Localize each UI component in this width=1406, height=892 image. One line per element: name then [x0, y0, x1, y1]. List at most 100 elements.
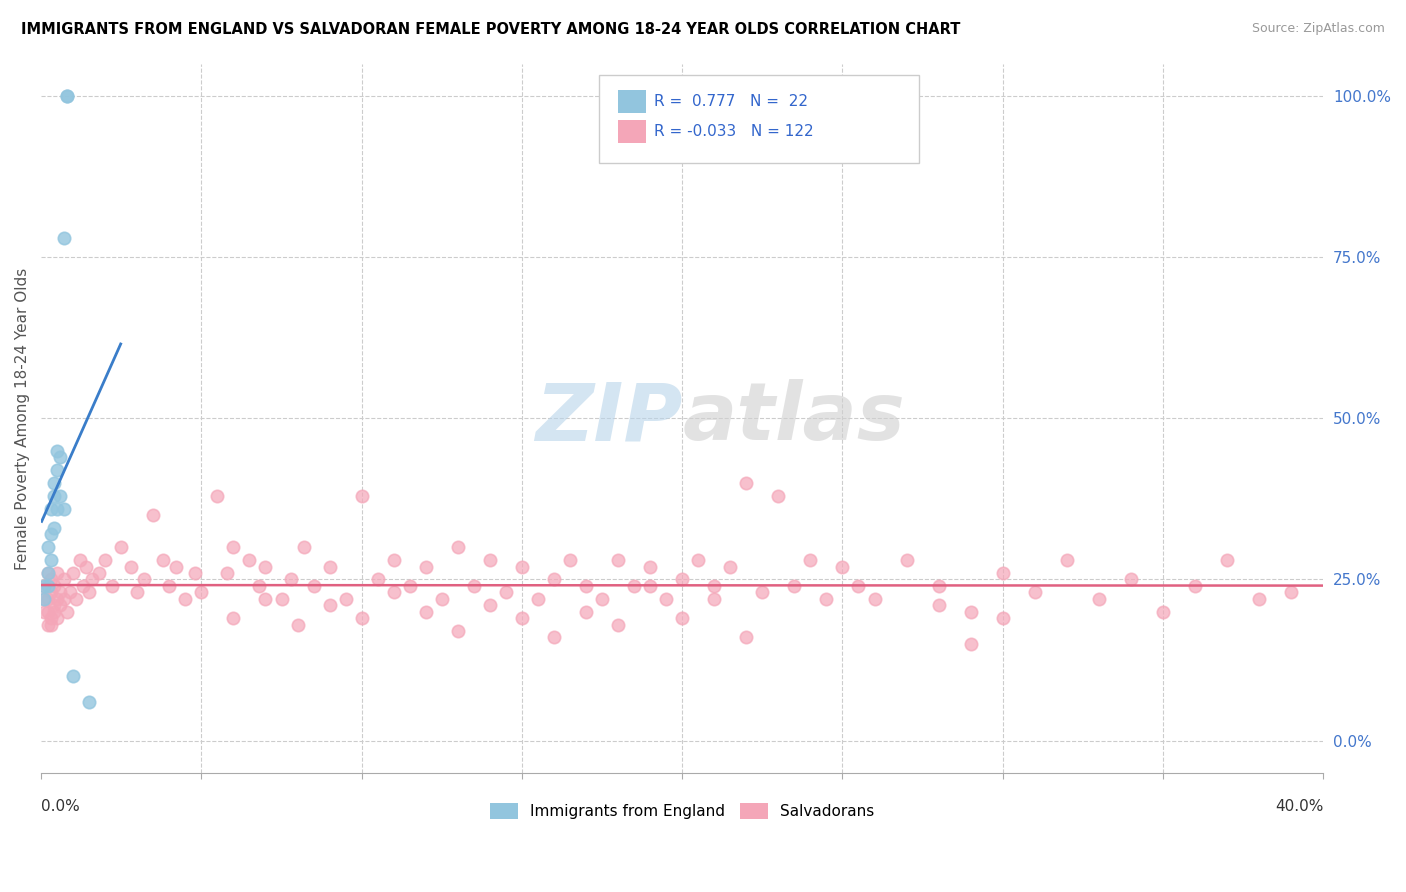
- Point: [207, 489, 229, 503]
- Point: [152, 553, 174, 567]
- Point: [42, 475, 65, 490]
- Point: [783, 579, 806, 593]
- Point: [34, 591, 56, 606]
- Point: [318, 599, 340, 613]
- Point: [254, 591, 277, 606]
- Point: [1216, 553, 1239, 567]
- Text: R =  0.777   N =  22: R = 0.777 N = 22: [654, 95, 808, 109]
- Point: [49, 489, 72, 503]
- FancyBboxPatch shape: [619, 120, 647, 143]
- Point: [39, 585, 62, 599]
- Point: [1249, 591, 1271, 606]
- Point: [575, 579, 598, 593]
- Point: [87, 566, 110, 580]
- Point: [52, 501, 75, 516]
- Point: [39, 527, 62, 541]
- Point: [37, 605, 59, 619]
- Point: [335, 591, 357, 606]
- Point: [46, 463, 69, 477]
- Point: [37, 579, 59, 593]
- Point: [254, 559, 277, 574]
- Point: [751, 585, 773, 599]
- Point: [72, 579, 94, 593]
- Point: [52, 231, 75, 245]
- Text: ZIP: ZIP: [534, 379, 682, 458]
- Point: [39, 553, 62, 567]
- Point: [247, 579, 270, 593]
- Point: [510, 559, 533, 574]
- Point: [37, 591, 59, 606]
- Point: [174, 591, 197, 606]
- Point: [447, 541, 470, 555]
- Point: [75, 559, 97, 574]
- Point: [831, 559, 853, 574]
- Point: [367, 573, 389, 587]
- Point: [655, 591, 678, 606]
- Point: [478, 599, 501, 613]
- Point: [34, 579, 56, 593]
- Point: [62, 669, 84, 683]
- Point: [94, 553, 117, 567]
- Point: [280, 573, 302, 587]
- Point: [478, 553, 501, 567]
- Point: [49, 599, 72, 613]
- Text: 0.0%: 0.0%: [41, 798, 80, 814]
- Point: [1184, 579, 1206, 593]
- Point: [558, 553, 581, 567]
- Point: [292, 541, 315, 555]
- Point: [415, 559, 437, 574]
- Point: [37, 566, 59, 580]
- Point: [77, 585, 100, 599]
- Text: Source: ZipAtlas.com: Source: ZipAtlas.com: [1251, 22, 1385, 36]
- Point: [42, 605, 65, 619]
- Point: [382, 553, 405, 567]
- FancyBboxPatch shape: [599, 75, 920, 163]
- Point: [69, 553, 91, 567]
- Point: [928, 599, 950, 613]
- Point: [42, 599, 65, 613]
- Point: [1088, 591, 1111, 606]
- Point: [39, 617, 62, 632]
- Point: [46, 611, 69, 625]
- Point: [34, 579, 56, 593]
- Point: [34, 591, 56, 606]
- Point: [42, 521, 65, 535]
- Point: [688, 553, 710, 567]
- Text: atlas: atlas: [682, 379, 905, 458]
- Point: [142, 508, 165, 522]
- Point: [959, 605, 981, 619]
- Point: [110, 541, 132, 555]
- Text: IMMIGRANTS FROM ENGLAND VS SALVADORAN FEMALE POVERTY AMONG 18-24 YEAR OLDS CORRE: IMMIGRANTS FROM ENGLAND VS SALVADORAN FE…: [21, 22, 960, 37]
- Point: [415, 605, 437, 619]
- Point: [190, 585, 212, 599]
- Point: [671, 573, 693, 587]
- Point: [77, 695, 100, 709]
- Text: 40.0%: 40.0%: [1275, 798, 1323, 814]
- Point: [49, 585, 72, 599]
- Point: [127, 585, 149, 599]
- Point: [222, 541, 245, 555]
- Point: [959, 637, 981, 651]
- Point: [49, 450, 72, 464]
- Point: [52, 591, 75, 606]
- Point: [1056, 553, 1078, 567]
- Text: R = -0.033   N = 122: R = -0.033 N = 122: [654, 124, 814, 139]
- Point: [132, 573, 155, 587]
- Point: [37, 566, 59, 580]
- Point: [46, 566, 69, 580]
- Point: [46, 501, 69, 516]
- Point: [671, 611, 693, 625]
- Point: [623, 579, 645, 593]
- Point: [55, 89, 77, 103]
- Point: [1119, 573, 1142, 587]
- Point: [46, 591, 69, 606]
- Point: [37, 541, 59, 555]
- Point: [718, 559, 741, 574]
- Point: [447, 624, 470, 638]
- Point: [62, 566, 84, 580]
- Point: [37, 617, 59, 632]
- Point: [42, 489, 65, 503]
- FancyBboxPatch shape: [619, 90, 647, 113]
- Point: [287, 617, 309, 632]
- Point: [100, 579, 122, 593]
